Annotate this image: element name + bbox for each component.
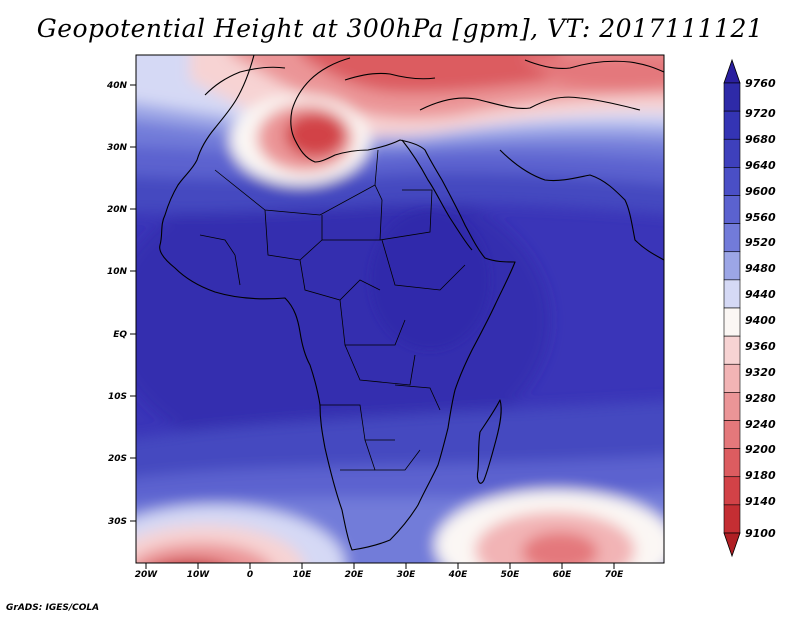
height-field (136, 55, 664, 563)
colorbar-label: 9200 (745, 443, 776, 456)
colorbar-box (723, 138, 741, 168)
colorbar-box (723, 476, 741, 506)
lat-label: 40N (106, 81, 128, 91)
map-frame (135, 54, 665, 564)
lat-label: 30S (108, 517, 127, 527)
colorbar-boxes (723, 82, 741, 534)
colorbar-label: 9720 (745, 107, 776, 120)
colorbar-box (723, 195, 741, 224)
lon-axis-labels: 20W 10W 0 10E 20E 30E 40E 50E 60E 70E (135, 570, 624, 580)
map-title: Geopotential Height at 300hPa [gpm], VT:… (36, 14, 764, 43)
colorbar-box (723, 167, 741, 196)
colorbar-box (723, 251, 741, 281)
colorbar-label: 9520 (745, 236, 776, 249)
colorbar-box (723, 504, 741, 534)
colorbar: 9760 9720 9680 9640 9600 9560 9520 9480 … (723, 58, 776, 558)
colorbar-label: 9400 (745, 314, 776, 327)
colorbar-top-arrow (723, 58, 741, 84)
colorbar-box (723, 223, 741, 253)
lon-label: 0 (247, 570, 253, 580)
colorbar-box (723, 448, 741, 478)
lat-label: 10S (108, 392, 127, 402)
lat-label: 10N (107, 267, 128, 277)
colorbar-bottom-arrow (723, 532, 741, 558)
lat-label: 30N (107, 143, 128, 153)
colorbar-labels: 9760 9720 9680 9640 9600 9560 9520 9480 … (745, 77, 776, 540)
colorbar-label: 9560 (745, 211, 776, 224)
colorbar-label: 9600 (745, 185, 776, 198)
lon-label: 20W (135, 570, 159, 580)
lon-label: 10W (187, 570, 211, 580)
colorbar-label: 9760 (745, 77, 776, 90)
lat-label: 20S (108, 454, 127, 464)
colorbar-label: 9240 (745, 418, 776, 431)
colorbar-label: 9640 (745, 159, 776, 172)
lat-axis-labels: 40N 30N 20N 10N EQ 10S 20S 30S (106, 81, 128, 527)
lon-label: 30E (397, 570, 417, 580)
grads-credit: GrADS: IGES/COLA (6, 603, 100, 613)
lon-label: 40E (448, 570, 469, 580)
colorbar-label: 9440 (745, 288, 776, 301)
colorbar-label: 9680 (745, 133, 776, 146)
lon-label: 20E (345, 570, 365, 580)
lon-label: 60E (553, 570, 573, 580)
coastlines (159, 55, 664, 551)
lon-label: 70E (605, 570, 625, 580)
lon-label: 10E (293, 570, 313, 580)
colorbar-label: 9280 (745, 392, 776, 405)
colorbar-box (723, 363, 741, 393)
colorbar-box (723, 110, 741, 140)
colorbar-box (723, 392, 741, 421)
colorbar-label: 9140 (745, 495, 776, 508)
lat-label: 20N (107, 205, 128, 215)
lat-label: EQ (113, 330, 127, 340)
colorbar-label: 9100 (745, 527, 776, 540)
axis-ticks (130, 84, 615, 569)
colorbar-box (723, 82, 741, 112)
colorbar-label: 9180 (745, 469, 776, 482)
colorbar-box (723, 335, 741, 365)
colorbar-box (723, 279, 741, 309)
lon-label: 50E (501, 570, 521, 580)
colorbar-box (723, 307, 741, 337)
country-borders (199, 149, 466, 471)
colorbar-label: 9480 (745, 262, 776, 275)
colorbar-label: 9360 (745, 340, 776, 353)
colorbar-box (723, 420, 741, 449)
colorbar-label: 9320 (745, 366, 776, 379)
